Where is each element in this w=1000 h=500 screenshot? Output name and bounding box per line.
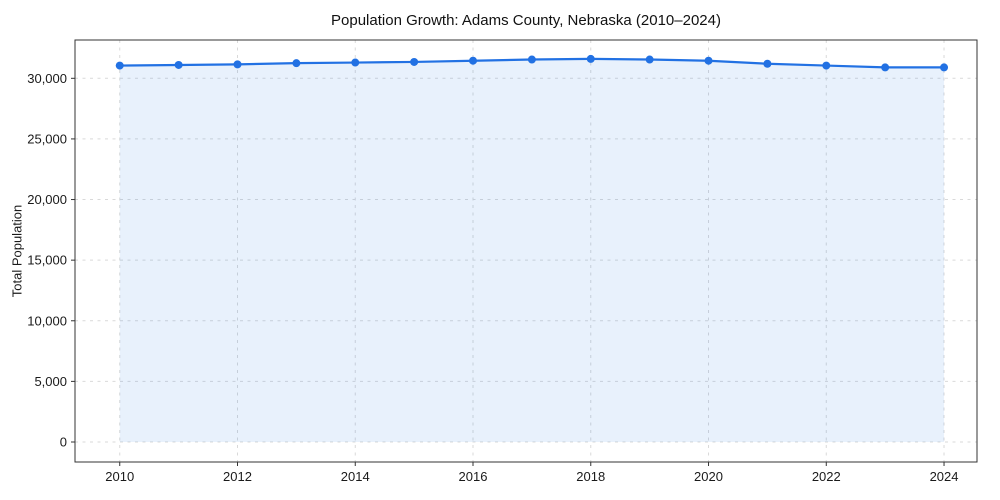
data-point <box>881 63 890 72</box>
x-tick-label: 2020 <box>694 469 723 484</box>
y-tick-label: 15,000 <box>27 253 67 268</box>
y-tick-label: 10,000 <box>27 313 67 328</box>
x-tick-label: 2022 <box>812 469 841 484</box>
data-point <box>704 56 713 65</box>
data-point <box>586 54 595 63</box>
data-point <box>822 61 831 70</box>
data-point <box>469 56 478 65</box>
data-point <box>351 58 360 67</box>
data-point <box>763 59 772 68</box>
data-point <box>115 61 124 70</box>
y-axis-label: Total Population <box>9 204 25 298</box>
x-tick-label: 2024 <box>930 469 959 484</box>
x-tick-label: 2012 <box>223 469 252 484</box>
x-tick-label: 2018 <box>576 469 605 484</box>
data-point <box>410 57 419 66</box>
y-tick-label: 5,000 <box>34 374 67 389</box>
data-point <box>233 60 242 69</box>
y-tick-label: 0 <box>60 434 67 449</box>
y-tick-label: 25,000 <box>27 131 67 146</box>
x-tick-label: 2010 <box>105 469 134 484</box>
data-point <box>174 60 183 69</box>
area-fill <box>119 58 945 442</box>
y-tick-label: 30,000 <box>27 71 67 86</box>
data-point <box>940 63 949 72</box>
y-tick-label: 20,000 <box>27 192 67 207</box>
data-point <box>527 55 536 64</box>
data-point <box>292 59 301 68</box>
chart-title: Population Growth: Adams County, Nebrask… <box>331 12 721 29</box>
x-tick-label: 2014 <box>341 469 370 484</box>
plot-border <box>74 39 978 463</box>
x-tick-label: 2016 <box>459 469 488 484</box>
data-point <box>645 55 654 64</box>
